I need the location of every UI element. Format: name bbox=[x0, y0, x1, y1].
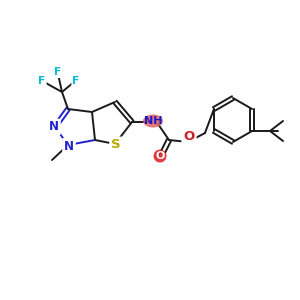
Text: N: N bbox=[49, 121, 59, 134]
Text: O: O bbox=[155, 151, 165, 161]
Text: S: S bbox=[111, 139, 121, 152]
Text: O: O bbox=[183, 130, 195, 143]
Text: F: F bbox=[38, 76, 46, 86]
Ellipse shape bbox=[143, 115, 163, 128]
Text: NH: NH bbox=[144, 116, 162, 126]
Text: N: N bbox=[64, 140, 74, 152]
Text: F: F bbox=[72, 76, 80, 86]
Ellipse shape bbox=[154, 149, 166, 163]
Text: F: F bbox=[54, 67, 61, 77]
